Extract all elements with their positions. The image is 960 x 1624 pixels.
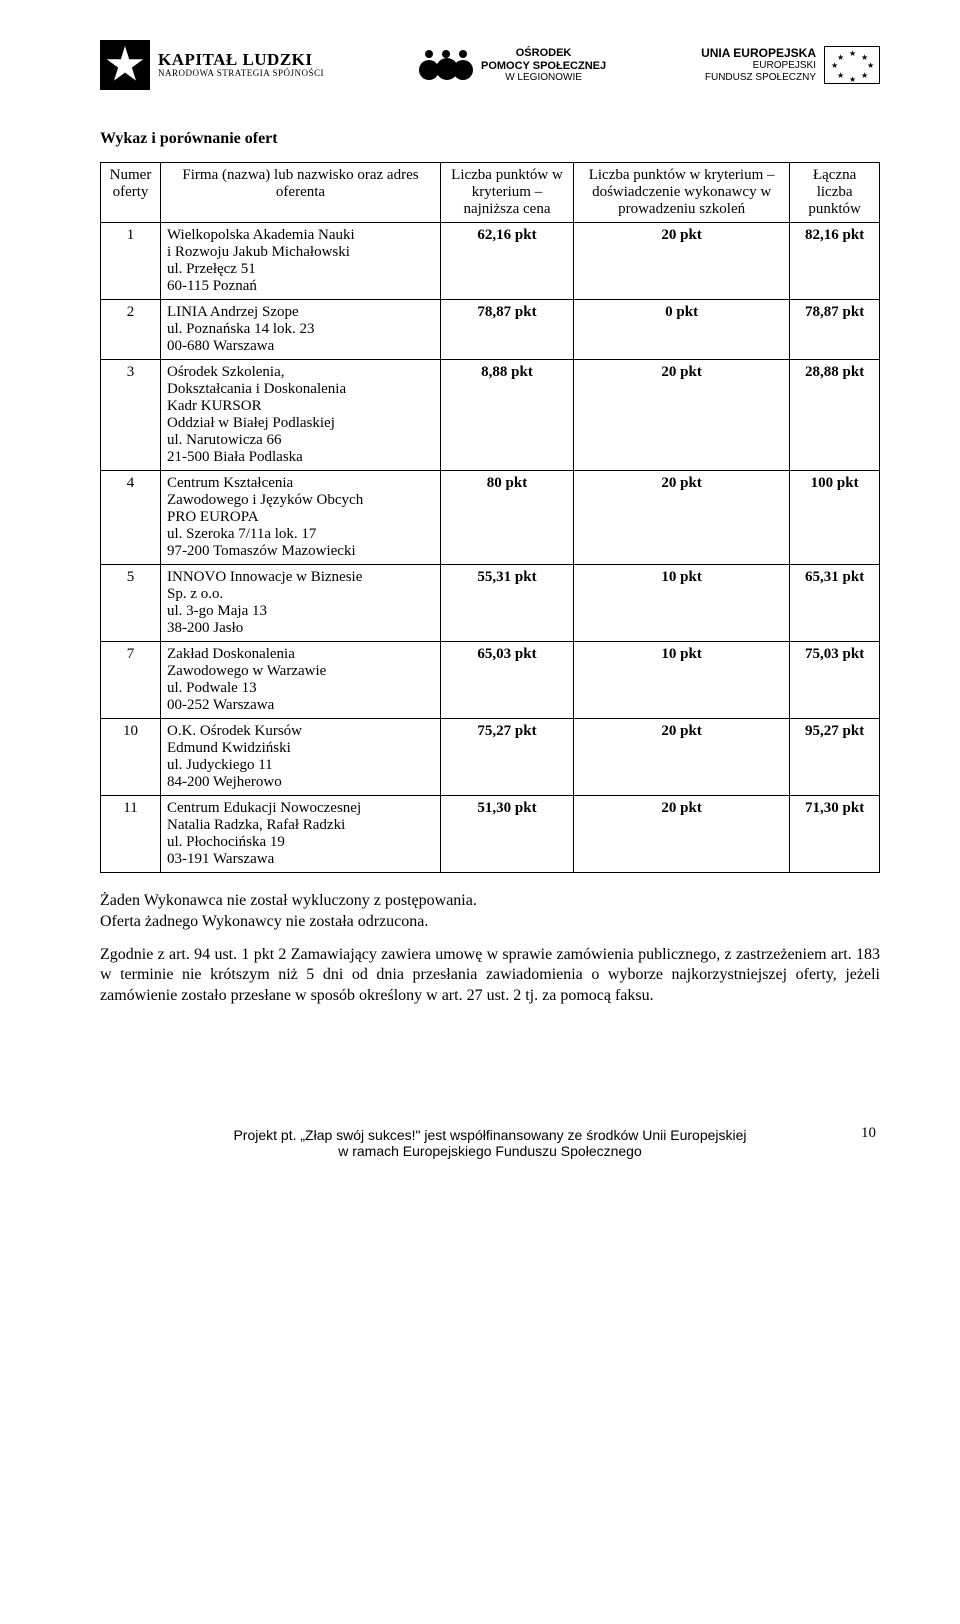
cell-p2: 20 pkt <box>573 796 789 873</box>
after-text: Żaden Wykonawca nie został wykluczony z … <box>100 891 880 1007</box>
eu-line1: UNIA EUROPEJSKA <box>701 46 816 60</box>
table-row: 10O.K. Ośrodek Kursów Edmund Kwidziński … <box>101 719 880 796</box>
cell-firm: Ośrodek Szkolenia, Dokształcania i Dosko… <box>161 360 441 471</box>
cell-p1: 80 pkt <box>441 471 574 565</box>
cell-firm: O.K. Ośrodek Kursów Edmund Kwidziński ul… <box>161 719 441 796</box>
cell-num: 2 <box>101 300 161 360</box>
cell-firm: LINIA Andrzej Szope ul. Poznańska 14 lok… <box>161 300 441 360</box>
cell-num: 11 <box>101 796 161 873</box>
table-body: 1Wielkopolska Akademia Nauki i Rozwoju J… <box>101 223 880 873</box>
after-p3: Zgodnie z art. 94 ust. 1 pkt 2 Zamawiają… <box>100 945 880 1007</box>
cell-p3: 75,03 pkt <box>790 642 880 719</box>
footer-line2: w ramach Europejskiego Funduszu Społeczn… <box>100 1143 880 1159</box>
cell-firm: Zakład Doskonalenia Zawodowego w Warzawi… <box>161 642 441 719</box>
cell-p2: 20 pkt <box>573 719 789 796</box>
cell-p3: 28,88 pkt <box>790 360 880 471</box>
table-row: 5INNOVO Innowacje w Biznesie Sp. z o.o. … <box>101 565 880 642</box>
page-container: KAPITAŁ LUDZKI NARODOWA STRATEGIA SPÓJNO… <box>0 0 960 1202</box>
kapital-text: KAPITAŁ LUDZKI NARODOWA STRATEGIA SPÓJNO… <box>158 51 324 78</box>
cell-num: 10 <box>101 719 161 796</box>
cell-num: 4 <box>101 471 161 565</box>
after-p2: Oferta żadnego Wykonawcy nie została odr… <box>100 912 880 933</box>
cell-p1: 55,31 pkt <box>441 565 574 642</box>
cell-p1: 65,03 pkt <box>441 642 574 719</box>
table-row: 11Centrum Edukacji Nowoczesnej Natalia R… <box>101 796 880 873</box>
cell-p3: 100 pkt <box>790 471 880 565</box>
cell-num: 1 <box>101 223 161 300</box>
kapital-star-icon <box>100 40 150 90</box>
cell-firm: Centrum Kształcenia Zawodowego i Języków… <box>161 471 441 565</box>
cell-p1: 8,88 pkt <box>441 360 574 471</box>
th-firm: Firma (nazwa) lub nazwisko oraz adres of… <box>161 163 441 223</box>
cell-firm: Wielkopolska Akademia Nauki i Rozwoju Ja… <box>161 223 441 300</box>
ops-line3: W LEGIONOWIE <box>481 72 606 83</box>
kapital-line1: KAPITAŁ LUDZKI <box>158 51 324 69</box>
eu-flag-icon: ★ ★ ★ ★ ★ ★ ★ ★ <box>824 46 880 84</box>
eu-line2: EUROPEJSKI <box>701 60 816 72</box>
th-p1: Liczba punktów w kryterium – najniższa c… <box>441 163 574 223</box>
th-p2: Liczba punktów w kryterium – doświadczen… <box>573 163 789 223</box>
cell-p3: 95,27 pkt <box>790 719 880 796</box>
cell-num: 3 <box>101 360 161 471</box>
cell-p2: 0 pkt <box>573 300 789 360</box>
table-row: 7Zakład Doskonalenia Zawodowego w Warzaw… <box>101 642 880 719</box>
th-p3: Łączna liczba punktów <box>790 163 880 223</box>
cell-p3: 82,16 pkt <box>790 223 880 300</box>
cell-p1: 75,27 pkt <box>441 719 574 796</box>
ops-text: OŚRODEK POMOCY SPOŁECZNEJ W LEGIONOWIE <box>481 47 606 82</box>
table-row: 3Ośrodek Szkolenia, Dokształcania i Dosk… <box>101 360 880 471</box>
th-num: Numer oferty <box>101 163 161 223</box>
logo-ops: OŚRODEK POMOCY SPOŁECZNEJ W LEGIONOWIE <box>419 47 606 82</box>
cell-p2: 10 pkt <box>573 642 789 719</box>
cell-num: 7 <box>101 642 161 719</box>
ops-line1: OŚRODEK <box>481 47 606 59</box>
eu-text: UNIA EUROPEJSKA EUROPEJSKI FUNDUSZ SPOŁE… <box>701 46 816 84</box>
table-row: 1Wielkopolska Akademia Nauki i Rozwoju J… <box>101 223 880 300</box>
table-row: 4Centrum Kształcenia Zawodowego i Językó… <box>101 471 880 565</box>
cell-p3: 78,87 pkt <box>790 300 880 360</box>
cell-p3: 65,31 pkt <box>790 565 880 642</box>
logo-eu: UNIA EUROPEJSKA EUROPEJSKI FUNDUSZ SPOŁE… <box>701 46 880 84</box>
cell-p1: 78,87 pkt <box>441 300 574 360</box>
eu-line3: FUNDUSZ SPOŁECZNY <box>701 72 816 84</box>
kapital-line2: NARODOWA STRATEGIA SPÓJNOŚCI <box>158 69 324 78</box>
logo-kapital: KAPITAŁ LUDZKI NARODOWA STRATEGIA SPÓJNO… <box>100 40 324 90</box>
cell-num: 5 <box>101 565 161 642</box>
section-title: Wykaz i porównanie ofert <box>100 130 880 148</box>
ops-line2: POMOCY SPOŁECZNEJ <box>481 60 606 72</box>
cell-p3: 71,30 pkt <box>790 796 880 873</box>
cell-p2: 20 pkt <box>573 471 789 565</box>
table-header-row: Numer oferty Firma (nazwa) lub nazwisko … <box>101 163 880 223</box>
page-number: 10 <box>100 1125 880 1142</box>
header-logos: KAPITAŁ LUDZKI NARODOWA STRATEGIA SPÓJNO… <box>100 40 880 90</box>
cell-firm: Centrum Edukacji Nowoczesnej Natalia Rad… <box>161 796 441 873</box>
ops-people-icon <box>419 48 473 82</box>
cell-p2: 20 pkt <box>573 223 789 300</box>
cell-p1: 62,16 pkt <box>441 223 574 300</box>
cell-p2: 10 pkt <box>573 565 789 642</box>
cell-p2: 20 pkt <box>573 360 789 471</box>
cell-p1: 51,30 pkt <box>441 796 574 873</box>
offers-table: Numer oferty Firma (nazwa) lub nazwisko … <box>100 162 880 873</box>
after-p1: Żaden Wykonawca nie został wykluczony z … <box>100 891 880 912</box>
table-row: 2LINIA Andrzej Szope ul. Poznańska 14 lo… <box>101 300 880 360</box>
cell-firm: INNOVO Innowacje w Biznesie Sp. z o.o. u… <box>161 565 441 642</box>
